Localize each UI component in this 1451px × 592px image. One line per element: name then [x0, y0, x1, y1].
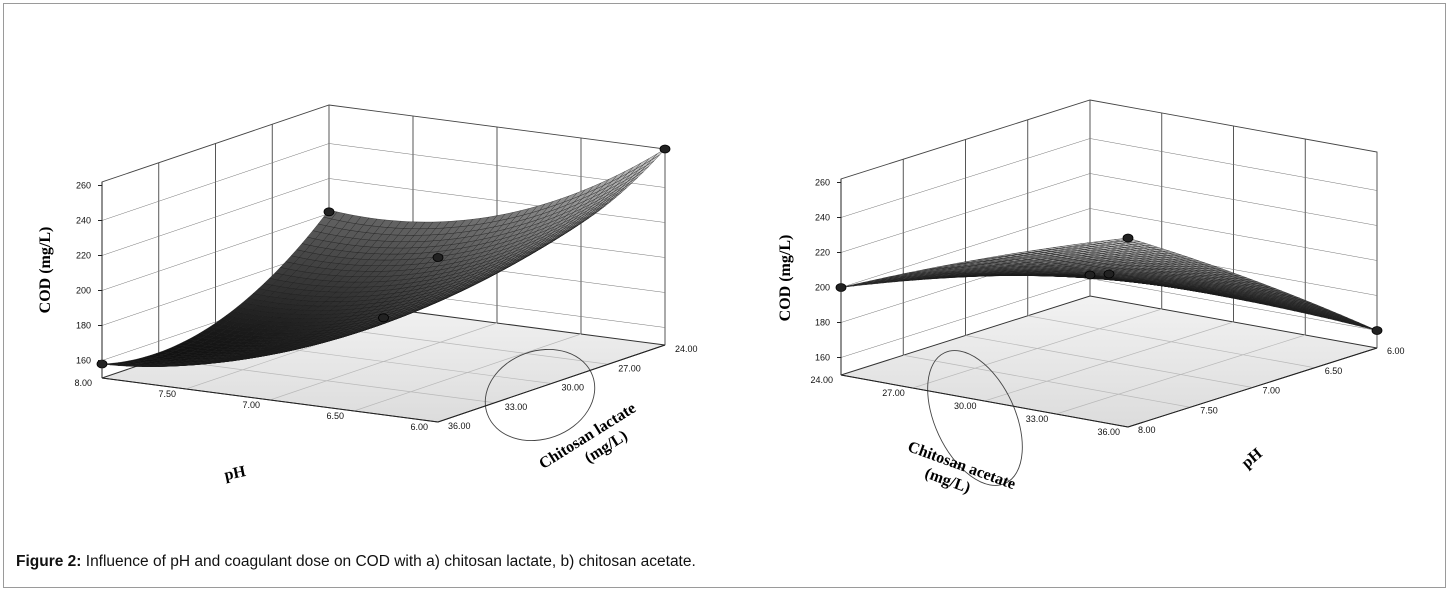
figure-frame — [3, 3, 1446, 588]
wall-grid-line — [840, 138, 1378, 218]
x-tick-label: 7.50 — [1200, 405, 1218, 415]
y-tick-label: 27.00 — [882, 388, 905, 398]
z-axis-title: COD (mg/L) — [777, 235, 794, 322]
x-tick-label: 6.50 — [1325, 366, 1343, 376]
y-tick-label: 24.00 — [810, 375, 833, 385]
z-tick-label: 220 — [815, 248, 830, 258]
y-tick-label: 30.00 — [954, 401, 977, 411]
y-tick-label: 33.00 — [1026, 414, 1049, 424]
z-tick-label: 240 — [815, 213, 830, 223]
floor-contour — [484, 348, 596, 442]
x-axis-title: pH — [1238, 445, 1266, 472]
x-tick-label: 8.00 — [1138, 425, 1156, 435]
response-surface — [101, 148, 666, 367]
z-tick-label: 180 — [815, 318, 830, 328]
z-tick-label: 200 — [815, 283, 830, 293]
z-tick-label: 260 — [815, 178, 830, 188]
x-tick-label: 7.00 — [1263, 386, 1281, 396]
y-tick-label: 36.00 — [1097, 427, 1120, 437]
caption-text: Influence of pH and coagulant dose on CO… — [81, 553, 696, 570]
figure-caption: Figure 2: Influence of pH and coagulant … — [16, 553, 696, 571]
wall-grid-line — [101, 143, 666, 221]
z-tick-label: 160 — [815, 353, 830, 363]
design-point — [1084, 270, 1096, 280]
design-point — [1103, 269, 1115, 279]
design-point — [1122, 233, 1134, 243]
x-tick-label: 6.00 — [1387, 346, 1405, 356]
design-point — [1371, 326, 1383, 335]
y-axis-title: Chitosan acetate(mg/L) — [899, 438, 1018, 511]
caption-label: Figure 2: — [16, 553, 82, 570]
